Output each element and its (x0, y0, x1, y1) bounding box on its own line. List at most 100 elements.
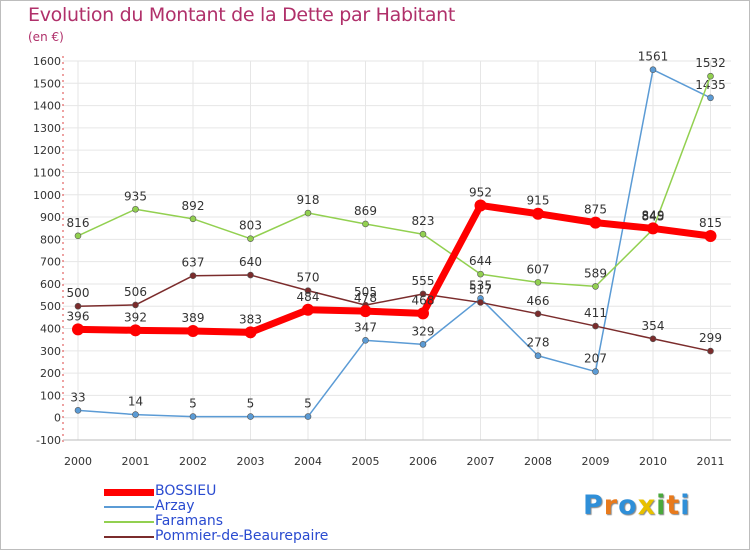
legend-label: Arzay (155, 498, 195, 514)
data-point (589, 216, 602, 229)
data-label: 329 (412, 324, 435, 338)
data-point (592, 368, 599, 375)
data-label: 392 (124, 310, 147, 324)
y-tick-label: 700 (40, 256, 61, 269)
data-point (474, 199, 487, 212)
data-label: 14 (128, 395, 143, 409)
data-label: 396 (67, 309, 90, 323)
x-tick-label: 2002 (179, 455, 207, 468)
x-tick-label: 2003 (237, 455, 265, 468)
data-label: 466 (527, 294, 550, 308)
data-label: 845 (642, 209, 665, 223)
data-label: 875 (584, 203, 607, 217)
data-point (649, 335, 657, 343)
legend-label: Faramans (155, 513, 224, 529)
data-point (417, 307, 429, 320)
data-point (707, 72, 714, 80)
data-label: 299 (699, 331, 722, 345)
data-label: 347 (354, 320, 377, 334)
data-label: 935 (124, 189, 147, 203)
data-point (707, 94, 714, 102)
x-tick-label: 2000 (64, 455, 92, 468)
data-label: 555 (412, 274, 435, 288)
y-tick-label: 0 (54, 412, 61, 425)
data-label: 644 (469, 254, 492, 268)
y-tick-label: 1200 (33, 144, 61, 157)
x-tick-label: 2009 (582, 455, 610, 468)
y-tick-label: 800 (40, 233, 61, 246)
data-point (362, 337, 369, 344)
data-point (477, 270, 484, 278)
legend-swatch (104, 489, 154, 496)
data-point (247, 271, 254, 279)
x-tick-label: 2010 (639, 455, 667, 468)
data-label: 468 (412, 293, 435, 307)
data-label: 517 (469, 282, 492, 296)
data-label: 570 (297, 271, 320, 285)
chart-title: Evolution du Montant de la Dette par Hab… (28, 4, 456, 26)
data-label: 823 (412, 214, 435, 228)
legend-label: BOSSIEU (155, 483, 217, 499)
data-point (534, 279, 542, 286)
data-point (304, 413, 312, 420)
x-tick-label: 2001 (122, 455, 150, 468)
y-tick-label: 600 (40, 278, 61, 291)
y-tick-label: 100 (40, 389, 61, 402)
data-point (359, 305, 372, 318)
x-tick-label: 2004 (294, 455, 322, 468)
data-point (647, 222, 659, 235)
data-point (189, 272, 197, 279)
data-label: 383 (239, 312, 262, 326)
data-point (532, 207, 544, 220)
y-tick-label: 900 (40, 211, 61, 224)
data-point (132, 301, 139, 309)
data-point (187, 324, 199, 337)
series-line (77, 274, 712, 352)
data-point (132, 205, 139, 213)
data-label: 607 (527, 262, 550, 276)
data-label: 389 (182, 311, 205, 325)
data-label: 505 (354, 285, 377, 299)
data-point (244, 326, 257, 339)
data-point (72, 323, 84, 336)
data-label: 1532 (695, 56, 726, 70)
data-point (74, 302, 82, 310)
data-label: 640 (239, 255, 262, 269)
data-label: 5 (189, 397, 197, 411)
y-tick-label: 500 (40, 300, 61, 313)
data-point (362, 220, 369, 228)
data-label: 354 (642, 319, 665, 333)
data-label: 5 (304, 397, 312, 411)
data-point (247, 413, 254, 420)
data-label: 952 (469, 185, 492, 199)
logo-letter: x (637, 490, 657, 521)
data-label: 815 (699, 216, 722, 230)
data-label: 803 (239, 219, 262, 233)
data-label: 918 (297, 193, 320, 207)
legend-swatch (104, 521, 154, 523)
series-line (77, 68, 712, 418)
data-point (419, 290, 427, 298)
logo-letter: i (656, 490, 667, 521)
data-label: 816 (67, 216, 90, 230)
y-tick-label: 400 (40, 323, 61, 336)
data-point (132, 411, 139, 418)
data-point (707, 347, 714, 355)
series-line (77, 75, 712, 288)
proxiti-logo: Proxiti (583, 490, 691, 521)
logo-letter: o (618, 490, 638, 521)
data-label: 535 (469, 278, 492, 292)
data-point (592, 283, 599, 290)
logo-letter: r (603, 490, 619, 521)
data-point (419, 341, 427, 348)
y-tick-label: 1600 (33, 55, 61, 68)
data-point (302, 303, 314, 316)
y-tick-label: 1100 (33, 166, 61, 179)
data-point (247, 235, 254, 242)
data-point (592, 322, 599, 330)
data-point (304, 287, 312, 294)
data-label: 33 (70, 390, 85, 404)
data-label: 637 (182, 256, 205, 270)
